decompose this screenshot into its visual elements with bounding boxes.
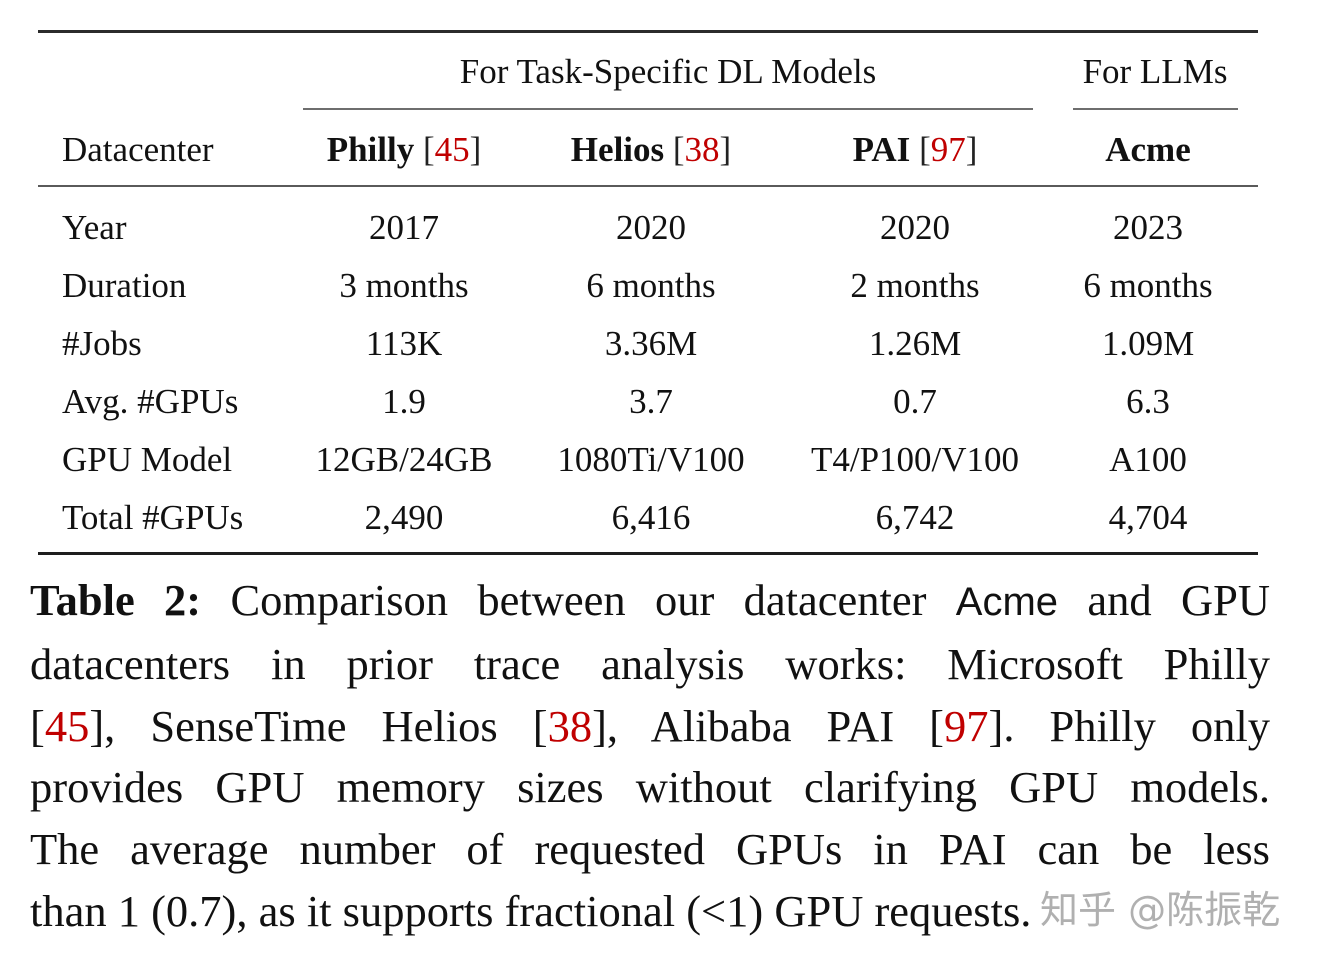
table-cell: 3.36M [604, 324, 698, 363]
table-cell: 113K [365, 324, 443, 363]
caption-text: Comparison between our datacenter [201, 575, 956, 625]
column-name: Acme [1105, 130, 1191, 169]
table-cell: 6 months [1083, 266, 1213, 305]
cite-open-bracket: [ [919, 130, 931, 169]
table-top-rule [38, 30, 1258, 33]
table-cell: 6,416 [611, 498, 691, 537]
column-name: Helios [570, 130, 665, 169]
citation-link[interactable]: 45 [434, 130, 470, 169]
caption-text: and GPU [1058, 575, 1270, 625]
table-cell: 3.7 [629, 382, 673, 421]
cite-close-bracket: ] [965, 130, 978, 169]
group-header-task-specific: For Task-Specific DL Models [459, 52, 877, 91]
table-cell: 6.3 [1126, 382, 1170, 421]
row-label: Duration [62, 266, 187, 305]
table-cell: 6,742 [875, 498, 955, 537]
table-cell: 2020 [880, 208, 950, 247]
caption-system-name: Acme [955, 580, 1059, 624]
task-specific-group-rule [303, 108, 1033, 110]
table-header-rule [38, 185, 1258, 187]
table-cell: 6 months [586, 266, 716, 305]
cite-close-bracket: ] [719, 130, 732, 169]
caption-line: The average number of requested GPUs in … [30, 824, 1270, 875]
column-name: Philly [326, 130, 415, 169]
table-cell: 2020 [616, 208, 686, 247]
row-label: Avg. #GPUs [62, 382, 239, 421]
header-row-label: Datacenter [62, 130, 214, 169]
caption-text: ], Alibaba PAI [ [592, 700, 944, 751]
llm-group-rule [1073, 108, 1238, 110]
table-cell: A100 [1109, 440, 1187, 479]
column-header-pai: PAI [97] [853, 130, 978, 170]
caption-text: ], SenseTime Helios [ [89, 700, 548, 751]
table-cell: 1080Ti/V100 [557, 440, 745, 479]
column-header-philly: Philly [45] [327, 130, 482, 170]
table-cell: 4,704 [1108, 498, 1188, 537]
caption-text: [ [30, 700, 45, 751]
cite-open-bracket: [ [672, 130, 685, 169]
citation-link[interactable]: 45 [44, 700, 90, 751]
citation-link[interactable]: 97 [944, 700, 989, 751]
group-header-llms: For LLMs [1082, 52, 1228, 91]
citation-link[interactable]: 38 [547, 700, 593, 751]
citation-link[interactable]: 97 [930, 130, 966, 169]
table-cell: 3 months [339, 266, 469, 305]
table-cell: 1.26M [868, 324, 962, 363]
caption-line: Table 2: Comparison between our datacent… [30, 570, 1270, 634]
column-header-acme: Acme [1105, 130, 1191, 170]
caption-text: ]. Philly only [988, 700, 1270, 751]
row-label: #Jobs [62, 324, 142, 363]
table-cell: 1.9 [382, 382, 426, 421]
table-cell: 2017 [369, 208, 439, 247]
table-cell: 2 months [850, 266, 980, 305]
row-label: Total #GPUs [62, 498, 244, 537]
caption-line: datacenters in prior trace analysis work… [30, 638, 1270, 689]
table-cell: T4/P100/V100 [810, 440, 1020, 479]
cite-open-bracket: [ [422, 130, 435, 169]
table-cell: 12GB/24GB [315, 440, 493, 479]
table-caption: Table 2: Comparison between our datacent… [30, 570, 1290, 943]
table-cell: 1.09M [1101, 324, 1195, 363]
row-label: GPU Model [62, 440, 233, 479]
cite-close-bracket: ] [469, 130, 482, 169]
table-cell: 2023 [1113, 208, 1183, 247]
caption-label: Table 2: [30, 575, 202, 625]
table-bottom-rule [38, 552, 1258, 555]
caption-line: provides GPU memory sizes without clarif… [30, 762, 1270, 813]
caption-line: than 1 (0.7), as it supports fractional … [30, 885, 1032, 936]
citation-link[interactable]: 38 [684, 130, 720, 169]
row-label: Year [62, 208, 127, 247]
caption-line: [45], SenseTime Helios [38], Alibaba PAI… [30, 696, 1270, 758]
table-cell: 2,490 [364, 498, 444, 537]
column-name: PAI [852, 130, 911, 169]
table-cell: 0.7 [893, 382, 937, 421]
column-header-helios: Helios [38] [571, 130, 731, 170]
